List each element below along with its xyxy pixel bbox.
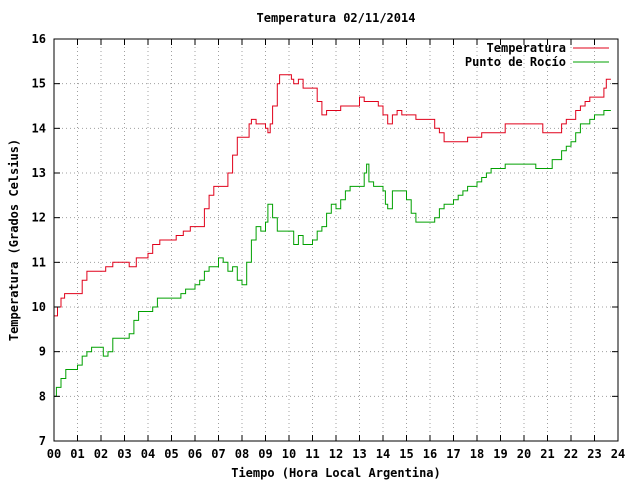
legend-label: Punto de Rocío	[465, 55, 566, 69]
legend-label: Temperatura	[487, 41, 566, 55]
x-tick-label: 00	[47, 447, 61, 461]
y-tick-label: 16	[32, 32, 46, 46]
y-axis-label: Temperatura (Grados Celsius)	[7, 139, 21, 341]
x-tick-label: 19	[493, 447, 507, 461]
x-tick-label: 21	[540, 447, 554, 461]
y-tick-label: 10	[32, 300, 46, 314]
y-tick-label: 9	[39, 345, 46, 359]
y-tick-label: 12	[32, 211, 46, 225]
y-tick-label: 11	[32, 255, 46, 269]
x-tick-label: 15	[399, 447, 413, 461]
grid	[54, 39, 618, 441]
x-tick-label: 04	[141, 447, 155, 461]
x-tick-label: 05	[164, 447, 178, 461]
x-tick-label: 11	[305, 447, 319, 461]
x-tick-label: 01	[70, 447, 84, 461]
series-line-temperatura	[54, 74, 611, 317]
y-tick-label: 13	[32, 166, 46, 180]
x-tick-label: 09	[258, 447, 272, 461]
x-tick-label: 17	[446, 447, 460, 461]
x-tick-label: 22	[564, 447, 578, 461]
x-tick-label: 24	[611, 447, 625, 461]
x-tick-label: 14	[376, 447, 390, 461]
x-axis-label: Tiempo (Hora Local Argentina)	[231, 466, 441, 480]
y-tick-label: 15	[32, 77, 46, 91]
x-tick-label: 23	[587, 447, 601, 461]
chart-title: Temperatura 02/11/2014	[257, 11, 416, 25]
x-tick-label: 03	[117, 447, 131, 461]
series-lines	[54, 74, 611, 397]
x-tick-label: 18	[470, 447, 484, 461]
x-tick-label: 10	[282, 447, 296, 461]
series-line-punto-de-rocio	[54, 110, 611, 397]
x-tick-label: 16	[423, 447, 437, 461]
axis-ticks: 00 01 02 03 04 05 06 07 08 09 10 11 12 13 14 15 16 17 18 19…	[32, 32, 626, 461]
y-tick-label: 8	[39, 389, 46, 403]
x-tick-label: 12	[329, 447, 343, 461]
x-tick-label: 13	[352, 447, 366, 461]
x-tick-label: 02	[94, 447, 108, 461]
x-tick-label: 08	[235, 447, 249, 461]
x-tick-label: 20	[517, 447, 531, 461]
x-tick-label: 06	[188, 447, 202, 461]
x-tick-label: 07	[211, 447, 225, 461]
y-tick-label: 7	[39, 434, 46, 448]
y-tick-label: 14	[32, 121, 46, 135]
